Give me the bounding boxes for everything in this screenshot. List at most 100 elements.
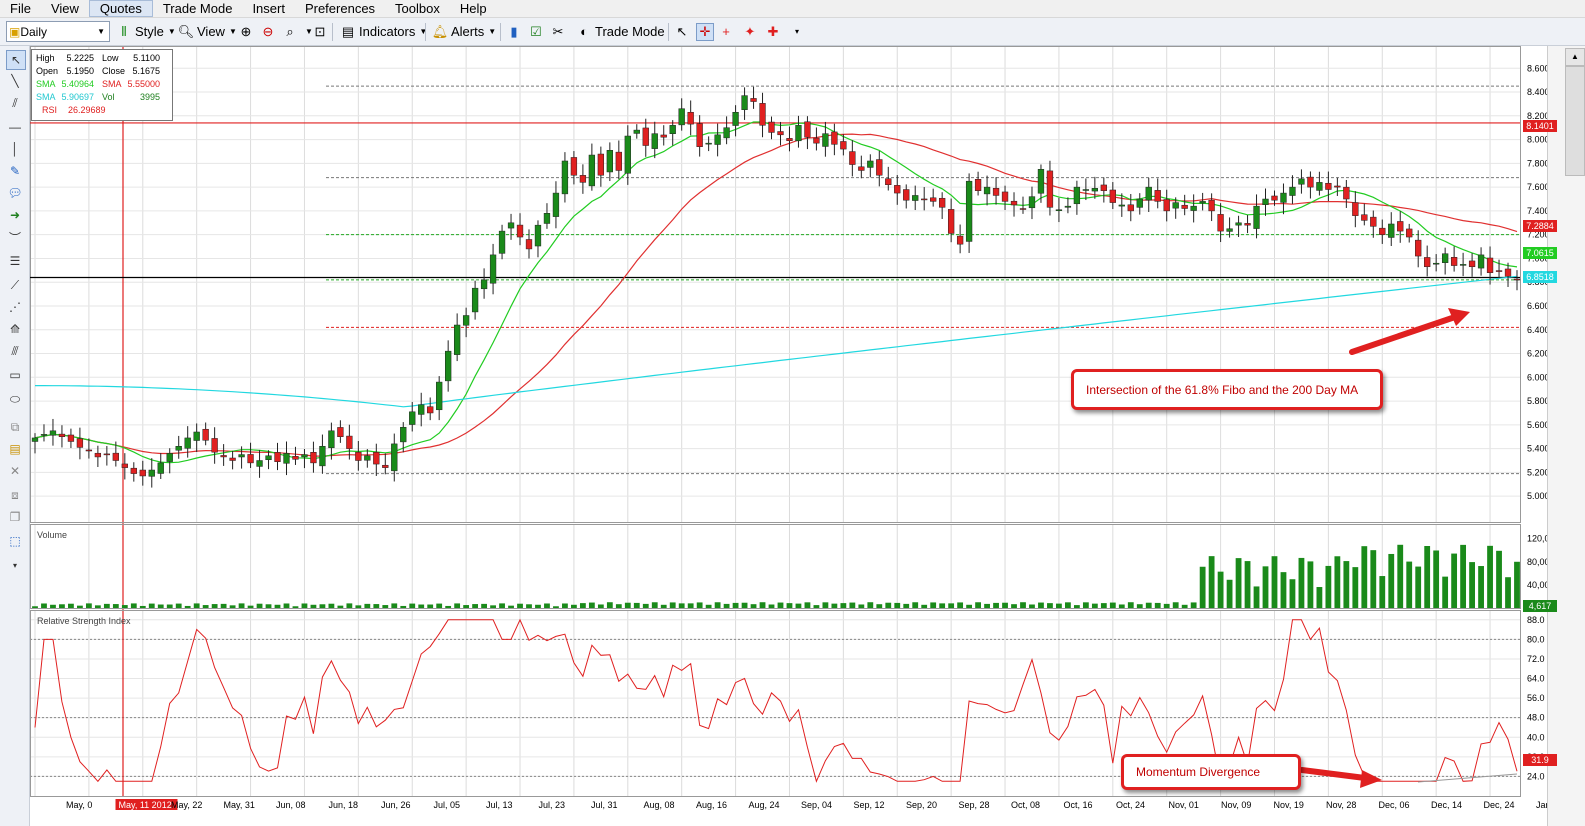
chevron-down-icon: ▼ [305,27,313,36]
menu-trade-mode[interactable]: Trade Mode [162,1,233,16]
toolbar-overflow-button[interactable]: ▾ [789,21,808,42]
check-button[interactable]: ☑ [528,21,547,42]
delete-all-tool[interactable]: ⧈ [6,486,24,504]
parallel-tool[interactable]: ⫻ [6,342,24,360]
volume-bar [597,604,604,608]
volume-bar [912,602,919,608]
price-tick-label: 6.4000 [1527,325,1547,335]
volume-bar [669,602,676,608]
price-scrollbar[interactable]: ▲ [1547,46,1585,826]
volume-bar [490,605,496,608]
period-select[interactable]: ▣ Daily ▼ [6,21,110,42]
alerts-button[interactable]: 🔔︎ Alerts ▼ [432,21,496,42]
chart-canvas[interactable]: 8.6000 8.4000 8.2000 8.0000 7.8000 7.6000 7.40… [30,46,1547,826]
channel-tool[interactable]: ⫽ [6,94,24,112]
candle-body [1334,185,1341,188]
candle-body [319,445,326,467]
book-button[interactable]: ▮ [506,21,525,42]
fibo-callout[interactable]: Intersection of the 61.8% Fibo and the 2… [1071,369,1383,410]
properties-tool[interactable]: ▤ [6,440,24,458]
volume-bar [499,603,505,608]
volume-bar [1262,566,1269,608]
volume-bar [1029,604,1035,608]
zoom-out-button[interactable]: ⊖ [260,21,279,42]
volume-bar [984,603,990,608]
volume-bar [579,603,586,608]
arrow-tool[interactable]: ➜ [6,206,24,224]
menu-toolbox[interactable]: Toolbox [395,1,440,16]
volume-bar [283,603,290,608]
volume-bar [364,603,371,608]
fibo-tool[interactable]: ☰ [6,252,24,270]
menu-insert[interactable]: Insert [252,1,285,16]
rectangle-tool[interactable]: ▭ [6,366,24,384]
volume-bar [1433,550,1440,608]
candle-body [193,431,200,441]
delete-tool[interactable]: ✕ [6,462,24,480]
callout-tool[interactable]: 💬︎ [6,184,24,202]
zoom-in-button[interactable]: ⊕ [238,21,257,42]
volume-bar [400,605,407,608]
candle-body [436,381,443,411]
volume-bar [103,603,110,608]
fit-button[interactable]: ⊡ [312,21,331,42]
zoom-menu-button[interactable]: ⌕ ▼ [282,21,313,42]
fan-tool[interactable]: ⟰ [6,320,24,338]
select-tool[interactable]: ↖ [6,50,26,70]
menu-view[interactable]: View [50,1,79,16]
menu-help[interactable]: Help [459,1,487,16]
layers-tool[interactable]: ❐ [6,508,24,526]
scroll-up-arrow[interactable]: ▲ [1565,48,1585,66]
panel-frame [30,610,1521,797]
arc-tool[interactable]: ︶ [6,228,24,246]
scroll-thumb[interactable] [1565,66,1585,176]
candle-body [894,185,901,194]
frame-tool[interactable]: ⬚ [6,532,24,550]
candle-body [1450,257,1458,266]
trendline-icon: ╲ [11,74,19,88]
speed-tool[interactable]: ⋰ [6,298,24,316]
volume-bar [1415,566,1422,608]
candle-body [1289,186,1296,196]
candle-body [67,434,75,442]
book-icon: ▮ [510,23,518,39]
trade-mode-button[interactable]: ◐ Trade Mode [576,21,665,42]
style-button[interactable]: ⫴ Style ▼ [116,21,176,42]
toolbar-overflow-left[interactable]: ▾ [6,556,24,574]
copy-tool[interactable]: ⧉ [6,418,24,436]
date-tick-label: Aug, 16 [696,800,727,810]
momentum-callout[interactable]: Momentum Divergence [1121,754,1301,790]
scissors-button[interactable]: ✂ [550,21,569,42]
trendline-tool[interactable]: ╲ [6,72,24,90]
candle-body [85,449,93,452]
pointer-button[interactable]: ↖ [674,21,693,42]
volume-bar [1442,576,1449,608]
candle-body [1235,222,1242,226]
indicators-button[interactable]: ▤ Indicators ▼ [340,21,427,42]
vline-tool[interactable]: │ [6,140,24,158]
view-button[interactable]: 🔍︎ View ▼ [178,21,237,42]
note-tool[interactable]: ✎ [6,162,24,180]
volume-bar [723,603,730,608]
crosshair-alt-button[interactable]: + [718,21,737,42]
hline-tool[interactable]: — [6,118,24,136]
arrow-icon: ➜ [9,208,21,222]
volume-bar [831,603,838,608]
ellipse-tool[interactable]: ⬭ [6,390,24,408]
crosshair-dot-button[interactable]: ✦ [742,21,761,42]
gann-tool[interactable]: ⟋ [6,276,24,294]
volume-bar [1307,561,1314,608]
candle-body [292,456,299,460]
crosshair-button[interactable]: ✛ [696,21,717,42]
menu-quotes[interactable]: Quotes [88,0,153,17]
menu-preferences[interactable]: Preferences [304,1,376,16]
menu-file[interactable]: File [10,1,31,16]
volume-bar [1020,602,1026,608]
volume-bar [526,604,532,608]
crosshair-star-button[interactable]: ✚ [765,21,784,42]
candle-body [445,350,452,382]
candle-body [364,455,371,461]
candle-body [732,111,739,126]
volume-bar [544,603,550,608]
date-tick-label: Jan, 03 [1536,800,1547,810]
